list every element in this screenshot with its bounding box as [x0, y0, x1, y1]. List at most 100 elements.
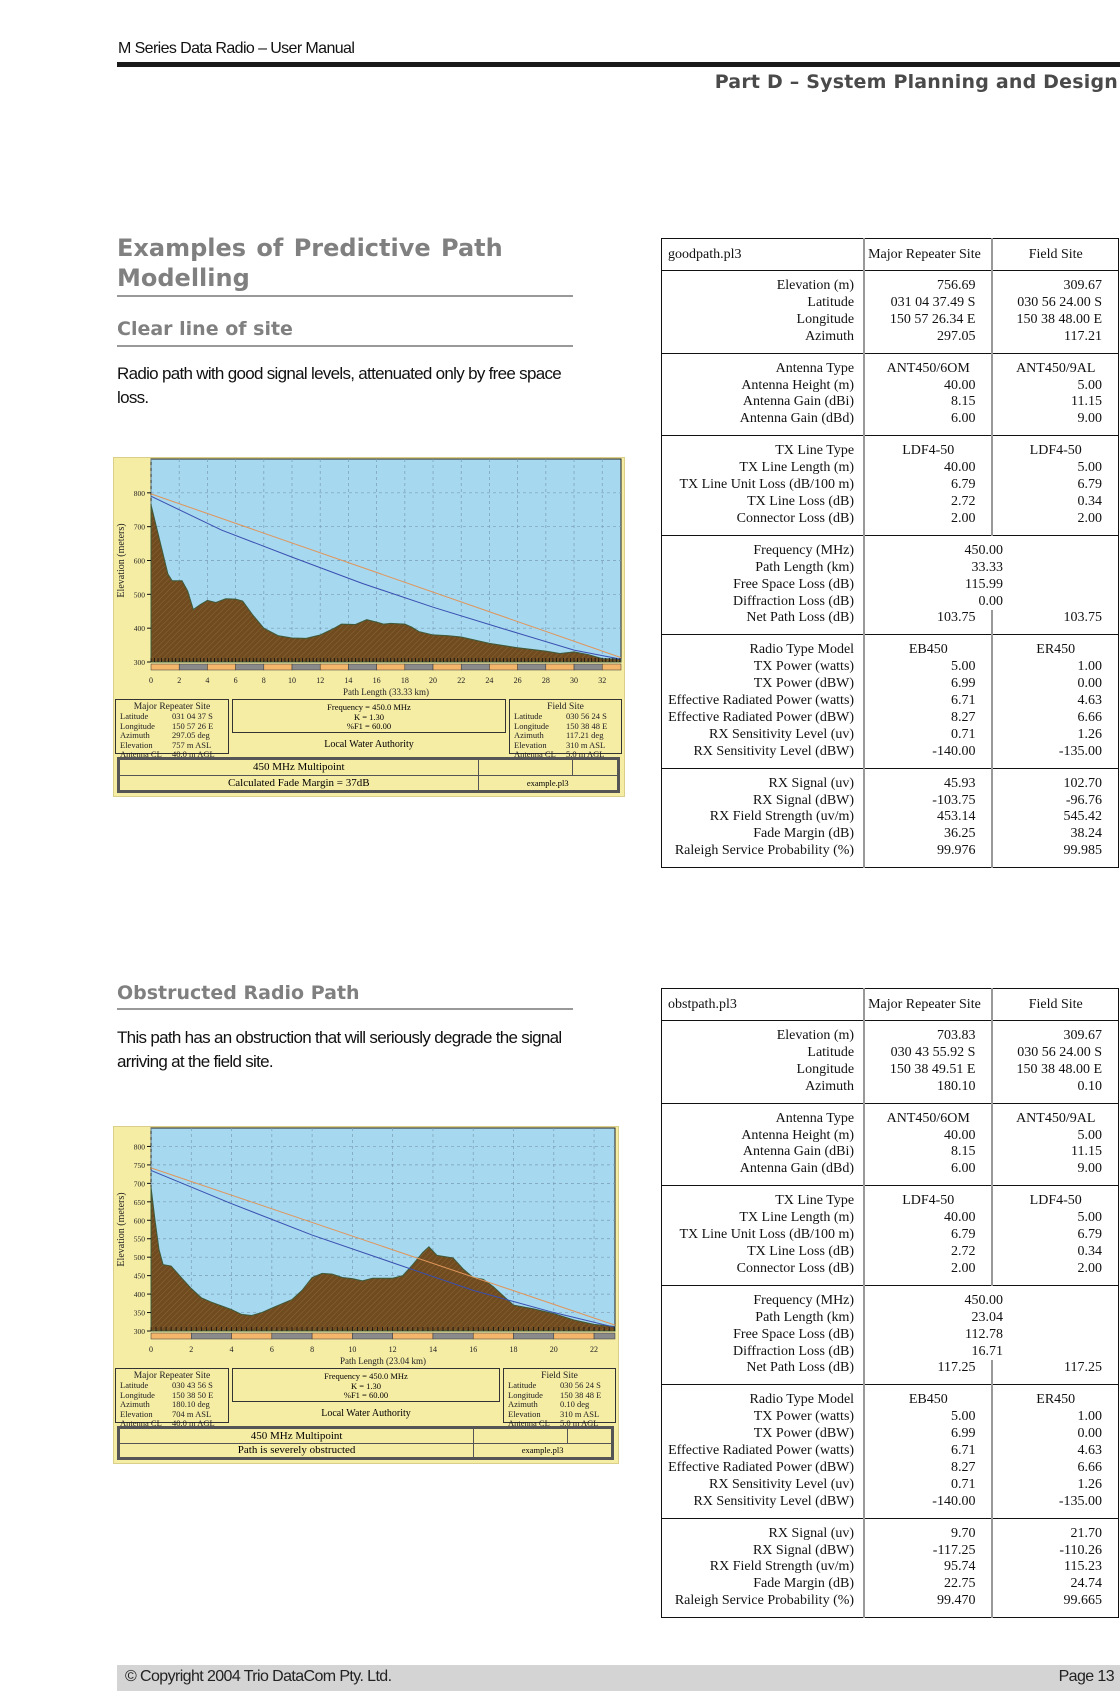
page-heading-line2: Modelling: [117, 264, 250, 292]
table-row: Effective Radiated Power (dBW) 8.27 6.66: [661, 1459, 1119, 1477]
major-site-value: 8.27: [864, 709, 994, 727]
major-site-value: 2.00: [864, 510, 994, 536]
table-row: Radio Type Model EB450 ER450: [661, 1384, 1119, 1410]
table-row: Free Space Loss (dB) 112.78: [661, 1326, 1119, 1344]
x-tick-label: 8: [262, 676, 266, 685]
field-site-value: 99.665: [1063, 1593, 1103, 1609]
scale-band: [601, 663, 622, 671]
table-header-cell: Major Repeater Site: [864, 238, 994, 271]
blank-cell: [473, 1428, 568, 1444]
row-label: Antenna Gain (dBi): [661, 394, 866, 412]
table-group: Frequency (MHz) 450.00 Path Length (km) 23.…: [661, 1285, 1119, 1385]
panel-value: 5.0 m AGL: [566, 749, 605, 760]
table-row: RX Field Strength (uv/m) 453.14 545.42: [661, 809, 1119, 827]
row-label: Longitude: [661, 311, 866, 329]
x-tick-label: 14: [344, 676, 352, 685]
row-label: Frequency (MHz): [661, 1285, 866, 1310]
field-site-value: -110.26: [1059, 1542, 1102, 1558]
line-of-sight: [150, 1167, 616, 1326]
table-group: Elevation (m) 703.83 309.67 Latitude 030 43 …: [661, 1020, 1119, 1104]
copyright: © Copyright 2004 Trio DataCom Pty. Ltd.: [125, 1668, 392, 1685]
scale-band: [231, 1332, 273, 1340]
major-site-value: 6.79: [864, 1227, 994, 1244]
subheading-rule: [117, 345, 573, 347]
scale-band: [489, 663, 518, 671]
row-label: TX Power (watts): [661, 1409, 866, 1427]
table-row: TX Line Loss (dB) 2.72 0.34: [661, 493, 1119, 511]
panel-value: 150 38 48 E: [560, 1389, 602, 1400]
major-site-value: 703.83: [864, 1020, 994, 1045]
panel-row: Latitude 031 04 37 S: [116, 711, 228, 722]
owner-name: Local Water Authority: [324, 739, 414, 750]
shared-value: 450.00: [964, 542, 1004, 558]
left-site-panel: Major Repeater Site Latitude 031 04 37 S Lo…: [115, 699, 229, 759]
row-label: Path Length (km): [661, 1309, 866, 1327]
table-row: RX Signal (uv) 45.93 102.70: [661, 768, 1119, 793]
panel-value: 310 m ASL: [560, 1408, 600, 1419]
panel-row: Antenna CL 5.0 m AGL: [510, 750, 621, 760]
x-tick-label: 26: [514, 676, 522, 685]
subheading-rule: [117, 1008, 573, 1010]
major-site-value: 6.71: [864, 1443, 994, 1460]
major-site-value: 40.00: [864, 377, 994, 395]
row-label: Radio Type Model: [661, 634, 866, 660]
row-label: RX Signal (dBW): [661, 792, 866, 810]
x-tick-label: 6: [270, 1345, 274, 1354]
table-group: RX Signal (uv) 45.93 102.70 RX Signal (dBW)…: [661, 768, 1119, 868]
y-tick-label: 750: [134, 1161, 146, 1170]
table-row: TX Line Unit Loss (dB/100 m) 6.79 6.79: [661, 477, 1119, 494]
table-row: Connector Loss (dB) 2.00 2.00: [661, 1260, 1119, 1286]
field-site-value: 0.10: [1077, 1078, 1103, 1094]
table-group: Radio Type Model EB450 ER450 TX Power (watt…: [661, 634, 1119, 769]
panel-row: Azimuth 180.10 deg: [116, 1400, 228, 1410]
field-site-value: 103.75: [1063, 610, 1103, 626]
row-label: Latitude: [661, 1044, 866, 1062]
y-tick-label: 500: [134, 590, 146, 599]
row-label: RX Sensitivity Level (dBW): [661, 1493, 866, 1519]
major-site-value: 6.79: [864, 477, 994, 494]
panel-row: Latitude 030 43 56 S: [116, 1380, 228, 1391]
panel-row: Longitude 150 38 48 E: [504, 1389, 615, 1401]
table-row: TX Power (watts) 5.00 1.00: [661, 659, 1119, 677]
blank-cell: [477, 759, 574, 776]
panel-value: 030 43 56 S: [172, 1380, 213, 1390]
panel-label: Azimuth: [120, 1399, 150, 1410]
scale-band: [311, 1332, 353, 1340]
major-site-value: LDF4-50: [864, 435, 994, 461]
right-site-panel: Field Site Latitude 030 56 24 S Longitude 15…: [503, 1368, 616, 1428]
row-label: Diffraction Loss (dB): [661, 593, 866, 611]
panel-row: Azimuth 0.10 deg: [504, 1400, 615, 1410]
x-axis-label: Path Length (23.04 km): [340, 1356, 426, 1366]
paragraph-line: loss.: [117, 388, 149, 407]
major-site-value: 180.10: [864, 1078, 994, 1104]
table-header-cell: obstpath.pl3: [661, 988, 866, 1021]
row-label: Antenna Gain (dBi): [661, 1144, 866, 1162]
header-rule: [117, 62, 1120, 67]
panel-title: Major Repeater Site: [133, 1371, 211, 1381]
field-site-value: 6.66: [1077, 1459, 1103, 1475]
x-tick-label: 20: [429, 676, 437, 685]
major-site-value: 453.14: [864, 809, 994, 827]
x-tick-label: 16: [469, 1345, 477, 1354]
y-tick-label: 300: [134, 658, 146, 667]
row-label: Raleigh Service Probability (%): [661, 1593, 866, 1618]
row-label: Latitude: [661, 294, 866, 312]
scale-band: [573, 663, 603, 671]
page-heading-line1: Examples of Predictive Path: [117, 234, 503, 262]
panel-row: Azimuth 117.21 deg: [510, 731, 621, 741]
x-tick-label: 0: [149, 676, 153, 685]
x-tick-label: 0: [149, 1345, 153, 1354]
field-site-value: ANT450/9AL: [1016, 360, 1096, 376]
x-tick-label: 4: [230, 1345, 234, 1354]
table-row: Fade Margin (dB) 22.75 24.74: [661, 1576, 1119, 1594]
table-row: Antenna Type ANT450/6OM ANT450/9AL: [661, 1103, 1119, 1128]
right-site-panel: Field Site Latitude 030 56 24 S Longitude 15…: [509, 699, 622, 759]
field-site-value: 115.23: [1064, 1559, 1102, 1575]
row-label: Net Path Loss (dB): [661, 1360, 866, 1385]
scale-band: [207, 663, 236, 671]
x-tick-label: 10: [348, 1345, 356, 1354]
major-site-value: 756.69: [864, 270, 994, 295]
table-header-row: goodpath.pl3 Major Repeater Site Field Sit…: [661, 238, 1119, 271]
scale-band: [545, 663, 575, 671]
major-site-value: ANT450/6OM: [864, 353, 994, 378]
